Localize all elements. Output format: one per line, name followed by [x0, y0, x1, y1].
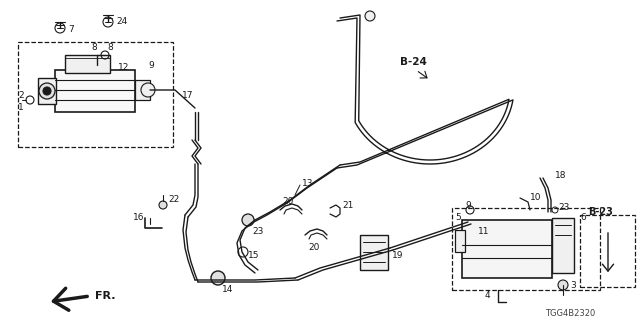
Text: 23: 23 [252, 228, 264, 236]
Bar [455, 230, 465, 252]
Text: FR.: FR. [95, 291, 115, 301]
Text: 20: 20 [282, 197, 293, 206]
Bar [360, 235, 388, 270]
Bar [580, 215, 635, 287]
Bar [65, 55, 110, 73]
Text: B-24: B-24 [400, 57, 427, 67]
Bar [135, 80, 150, 100]
Text: 8: 8 [107, 43, 113, 52]
Text: 23: 23 [558, 203, 570, 212]
Bar [38, 78, 56, 104]
Text: 5: 5 [455, 213, 461, 222]
Text: 21: 21 [342, 202, 353, 211]
Text: 2: 2 [18, 92, 24, 100]
Bar [18, 42, 173, 147]
Text: 18: 18 [555, 171, 566, 180]
Text: 9: 9 [148, 60, 154, 69]
Circle shape [159, 201, 167, 209]
Circle shape [365, 11, 375, 21]
Text: 17: 17 [182, 91, 193, 100]
Text: 9: 9 [465, 201, 471, 210]
Circle shape [242, 214, 254, 226]
Text: 24: 24 [116, 18, 127, 27]
Text: 1: 1 [18, 102, 24, 111]
Circle shape [211, 271, 225, 285]
Text: 16: 16 [133, 213, 145, 222]
Text: 12: 12 [118, 63, 129, 73]
Text: 20: 20 [308, 243, 319, 252]
Text: 3: 3 [570, 281, 576, 290]
Text: 7: 7 [68, 26, 74, 35]
Text: B-23: B-23 [588, 207, 613, 217]
Text: 11: 11 [478, 228, 490, 236]
Bar [452, 208, 600, 290]
Text: 10: 10 [530, 194, 541, 203]
Bar [552, 218, 574, 273]
Text: 8: 8 [91, 43, 97, 52]
Text: 14: 14 [222, 285, 234, 294]
Circle shape [558, 280, 568, 290]
Circle shape [141, 83, 155, 97]
Text: 22: 22 [168, 196, 179, 204]
Text: 13: 13 [302, 179, 314, 188]
Bar [55, 70, 135, 112]
Text: TGG4B2320: TGG4B2320 [545, 308, 595, 317]
Circle shape [43, 87, 51, 95]
Text: 6: 6 [580, 213, 586, 222]
Text: 15: 15 [248, 252, 259, 260]
Text: 19: 19 [392, 251, 403, 260]
Bar [462, 220, 552, 278]
Text: 4: 4 [485, 291, 491, 300]
Circle shape [39, 83, 55, 99]
